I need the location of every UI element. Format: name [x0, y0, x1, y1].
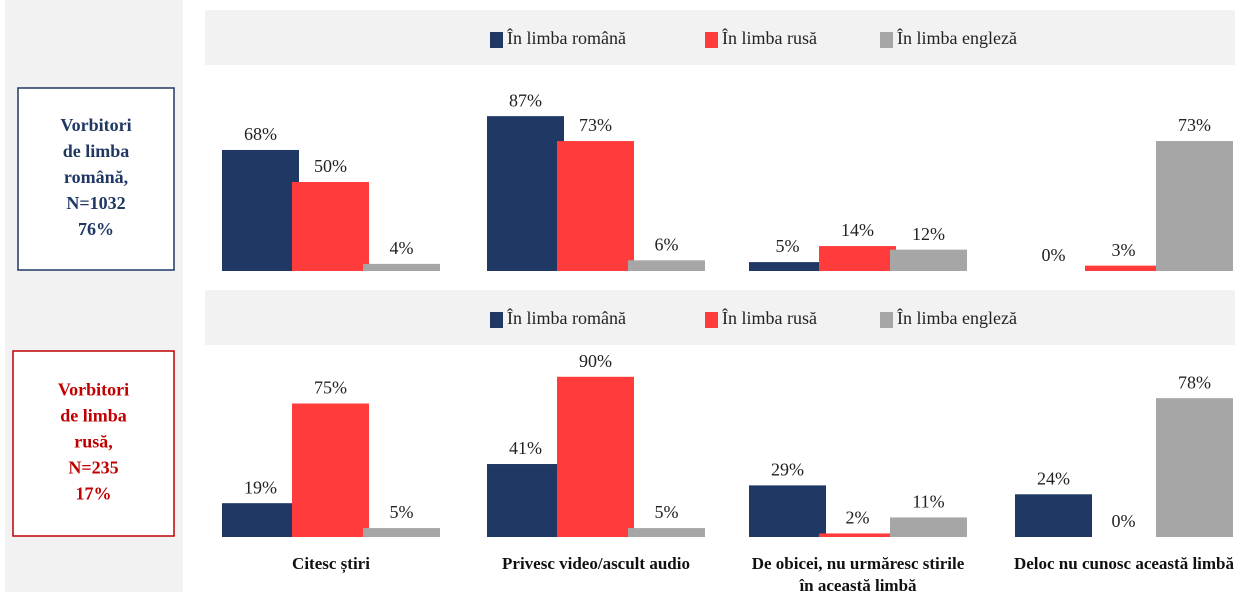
value-label: 12% — [912, 224, 945, 244]
legend-label: În limba rusă — [722, 307, 817, 328]
value-label: 50% — [314, 156, 347, 176]
category-label: Citesc știri — [292, 554, 370, 573]
bar — [749, 485, 826, 537]
bar — [890, 249, 967, 271]
value-label: 87% — [509, 90, 542, 110]
value-label: 73% — [579, 115, 612, 135]
value-label: 68% — [244, 124, 277, 144]
value-label: 29% — [771, 460, 804, 480]
legend-band — [205, 10, 1235, 65]
legend-label: În limba română — [507, 307, 626, 328]
panel-box — [17, 87, 175, 271]
bar — [819, 246, 896, 271]
panel-label: rusă, — [74, 432, 113, 452]
bar — [363, 263, 440, 271]
bar — [819, 533, 896, 537]
panel-label: română, — [64, 167, 128, 187]
panel-label: de limba — [60, 406, 127, 426]
bar — [749, 262, 826, 271]
bar — [363, 528, 440, 537]
value-label: 0% — [1112, 511, 1136, 531]
value-label: 6% — [655, 234, 679, 254]
legend-swatch — [490, 312, 503, 328]
category-label: De obicei, nu urmăresc stirile în aceast… — [751, 554, 965, 595]
bar — [292, 403, 369, 537]
legend-swatch — [490, 32, 503, 48]
legend-label: În limba engleză — [897, 27, 1017, 48]
bar — [1085, 265, 1162, 271]
value-label: 11% — [912, 492, 944, 512]
bar — [487, 464, 564, 537]
value-label: 75% — [314, 378, 347, 398]
panel-label: 17% — [76, 484, 112, 504]
bar — [628, 260, 705, 271]
bar — [1156, 398, 1233, 537]
bar — [487, 116, 564, 271]
value-label: 5% — [776, 236, 800, 256]
value-label: 0% — [1042, 245, 1066, 265]
panel-label: Vorbitori — [58, 380, 129, 400]
panel-label: Vorbitori — [60, 115, 131, 135]
value-label: 73% — [1178, 115, 1211, 135]
bar — [222, 503, 299, 537]
legend-swatch — [880, 312, 893, 328]
value-label: 5% — [390, 502, 414, 522]
value-label: 41% — [509, 438, 542, 458]
bar — [557, 141, 634, 271]
bar — [628, 528, 705, 537]
legend-label: În limba română — [507, 27, 626, 48]
panel-label: de limba — [63, 141, 130, 161]
bar — [890, 517, 967, 537]
panel-label: N=1032 — [66, 193, 125, 213]
panel-label: N=235 — [68, 458, 118, 478]
legend-band — [205, 290, 1235, 345]
legend-label: În limba engleză — [897, 307, 1017, 328]
legend-swatch — [705, 312, 718, 328]
value-label: 5% — [655, 502, 679, 522]
bar — [222, 149, 299, 271]
value-label: 4% — [390, 238, 414, 258]
value-label: 19% — [244, 477, 277, 497]
value-label: 78% — [1178, 372, 1211, 392]
panel-box — [12, 350, 175, 537]
bar — [1015, 494, 1092, 537]
value-label: 14% — [841, 220, 874, 240]
legend-swatch — [705, 32, 718, 48]
legend-label: În limba rusă — [722, 27, 817, 48]
category-label: Privesc video/ascult audio — [502, 554, 690, 573]
value-label: 3% — [1112, 240, 1136, 260]
value-label: 2% — [846, 508, 870, 528]
bar — [292, 182, 369, 271]
category-label: Deloc nu cunosc această limbă — [1013, 554, 1235, 573]
bar — [557, 376, 634, 537]
legend-swatch — [880, 32, 893, 48]
panel-label: 76% — [78, 219, 114, 239]
value-label: 90% — [579, 351, 612, 371]
value-label: 24% — [1037, 468, 1070, 488]
bar — [1156, 141, 1233, 271]
